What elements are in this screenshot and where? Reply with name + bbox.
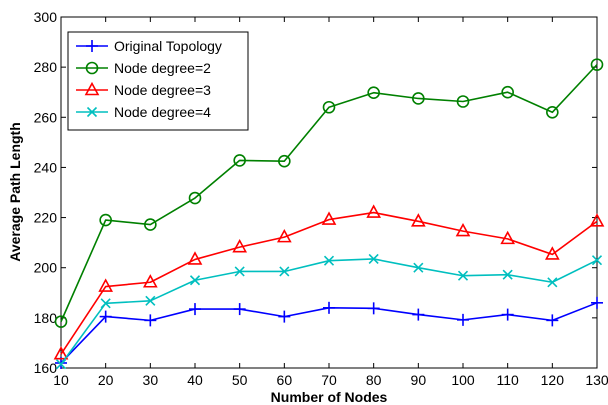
legend: Original Topology Node degree=2 Node degre… xyxy=(67,31,249,131)
data-point xyxy=(278,154,291,168)
legend-box xyxy=(67,31,249,131)
data-point xyxy=(501,85,514,99)
legend-label: Original Topology xyxy=(114,38,222,54)
legend-label: Node degree=3 xyxy=(114,82,211,98)
series-layer xyxy=(53,58,605,370)
x-tick-label: 110 xyxy=(497,372,520,388)
x-axis-label: Number of Nodes xyxy=(271,389,388,405)
y-tick-label: 160 xyxy=(34,360,58,376)
series-line xyxy=(60,64,598,322)
x-tick-label: 60 xyxy=(277,372,293,388)
data-point xyxy=(321,211,337,225)
data-point xyxy=(590,58,604,71)
data-point xyxy=(367,86,380,100)
data-point xyxy=(53,346,69,360)
data-point xyxy=(368,253,379,265)
data-point xyxy=(591,296,603,309)
data-point xyxy=(234,266,245,277)
data-point xyxy=(189,275,201,286)
series-3 xyxy=(53,204,605,360)
axes: 10 20 30 40 50 60 70 80 90 100 110 120 130 160 180 200 2… xyxy=(34,9,608,388)
legend-entry: Node degree=3 xyxy=(76,81,211,98)
y-tick-label: 180 xyxy=(34,310,58,326)
x-tick-label: 10 xyxy=(53,372,69,388)
data-point xyxy=(457,270,469,281)
legend-marker xyxy=(86,40,98,52)
legend-label: Node degree=2 xyxy=(114,60,211,76)
data-point xyxy=(99,213,112,227)
legend-marker xyxy=(85,61,99,75)
x-tick-label: 30 xyxy=(143,372,159,388)
data-point xyxy=(544,246,560,260)
x-tick-label: 120 xyxy=(541,372,565,388)
y-tick-label: 300 xyxy=(34,9,58,25)
series-4 xyxy=(55,253,603,370)
data-point xyxy=(547,277,558,288)
data-point xyxy=(412,308,425,321)
x-tick-label: 100 xyxy=(451,372,475,388)
x-tick-label: 70 xyxy=(321,372,337,388)
data-point xyxy=(144,314,157,327)
legend-entry: Original Topology xyxy=(76,38,222,54)
data-point xyxy=(144,218,157,231)
legend-marker xyxy=(86,106,98,118)
data-point xyxy=(500,230,516,245)
x-tick-label: 90 xyxy=(411,372,427,388)
data-point xyxy=(412,92,425,105)
data-point xyxy=(145,295,156,306)
series-2 xyxy=(54,58,604,328)
legend-marker xyxy=(84,81,100,96)
data-point xyxy=(546,105,559,119)
legend-entry: Node degree=4 xyxy=(76,104,211,120)
data-point xyxy=(189,303,201,316)
legend-label: Node degree=4 xyxy=(114,104,211,120)
data-point xyxy=(455,222,471,237)
data-point xyxy=(276,228,292,243)
data-point xyxy=(232,238,248,253)
data-point xyxy=(98,278,114,292)
y-tick-label: 260 xyxy=(34,109,58,125)
data-point xyxy=(322,100,336,114)
series-line xyxy=(60,211,598,355)
data-point xyxy=(501,308,514,321)
data-point xyxy=(367,302,380,315)
x-tick-label: 130 xyxy=(585,372,608,388)
data-point xyxy=(233,303,246,316)
data-point xyxy=(278,310,291,323)
data-point xyxy=(457,313,469,326)
legend-entry: Node degree=2 xyxy=(76,60,211,76)
data-point xyxy=(233,154,246,167)
data-point xyxy=(589,213,605,227)
data-point xyxy=(323,301,335,314)
x-tick-label: 40 xyxy=(187,372,203,388)
data-point xyxy=(54,315,68,328)
data-point xyxy=(456,95,470,108)
y-tick-label: 220 xyxy=(34,210,58,226)
x-tick-label: 20 xyxy=(98,372,114,388)
data-point xyxy=(55,359,67,370)
x-tick-label: 80 xyxy=(366,372,382,388)
data-point xyxy=(279,266,290,277)
data-point xyxy=(366,204,382,218)
data-point xyxy=(142,274,158,288)
data-point xyxy=(100,298,111,309)
data-point xyxy=(413,262,424,273)
y-axis-label: Average Path Length xyxy=(7,122,23,262)
data-point xyxy=(502,269,513,280)
y-tick-label: 280 xyxy=(34,59,58,75)
y-tick-label: 240 xyxy=(34,159,58,175)
data-point xyxy=(546,314,559,327)
x-tick-label: 50 xyxy=(232,372,248,388)
data-point xyxy=(187,251,203,265)
data-point xyxy=(323,255,335,266)
y-tick-label: 200 xyxy=(34,260,58,276)
data-point xyxy=(410,213,426,227)
data-point xyxy=(591,255,603,266)
data-point xyxy=(99,310,112,323)
data-point xyxy=(188,191,202,205)
